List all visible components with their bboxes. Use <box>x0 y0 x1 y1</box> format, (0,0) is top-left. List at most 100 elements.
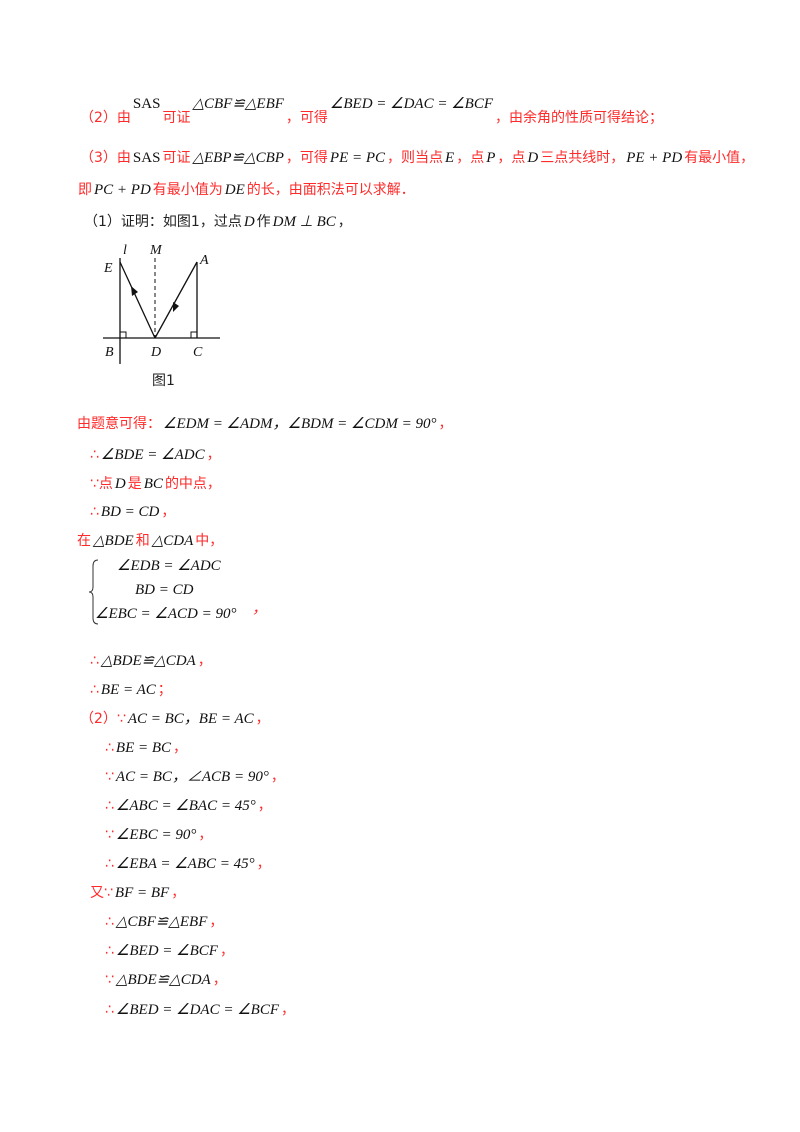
math-expression: PE + PD <box>626 150 683 166</box>
text-segment: ∴ <box>90 682 99 698</box>
text-segment: ∴ <box>105 914 114 930</box>
line-ad <box>154 261 198 339</box>
text-line: （2）由SAS可证△CBF≌△EBF，可得∠BED = ∠DAC = ∠BCF，… <box>80 96 663 128</box>
text-line: 又∵ BF = BF， <box>90 883 185 903</box>
math-expression: △BDE≌△CDA <box>115 972 211 988</box>
text-line: ∵ AC = BC，∠ACB = 90°， <box>105 767 285 787</box>
text-segment: ， <box>281 1002 295 1018</box>
text-segment: ，点 <box>456 150 485 166</box>
math-expression: DE <box>224 182 245 198</box>
text-line: ∴ ∠BDE = ∠ADC， <box>90 445 221 465</box>
text-segment: ∴ <box>90 653 99 669</box>
text-segment: ∴ <box>105 1002 114 1018</box>
text-segment: ∵点 <box>90 476 113 492</box>
text-line: ∴ △BDE≌△CDA， <box>90 651 212 671</box>
text-line: ∵ ∠EBC = 90°， <box>105 825 212 845</box>
text-line: ∴ BD = CD， <box>90 502 175 522</box>
text-segment: 的长，由面积法可以求解． <box>246 182 415 198</box>
text-segment: ， <box>219 943 234 959</box>
math-expression: DM ⊥ BC <box>272 214 336 230</box>
math-expression: △EBP≌△CBP <box>192 150 284 166</box>
text-segment: 由题意可得： <box>77 416 161 432</box>
figure-caption: 图1 <box>152 373 175 389</box>
text-line: ∴ ∠EBA = ∠ABC = 45°， <box>105 854 271 874</box>
math-expression: E <box>445 150 455 166</box>
text-segment: ，由余角的性质可得结论； <box>495 110 663 126</box>
text-line: ∴ BE = BC， <box>105 738 187 758</box>
label-b: B <box>105 345 114 360</box>
text-segment: 有最小值为 <box>152 182 223 198</box>
text-segment: ， <box>438 416 453 432</box>
math-expression: △BDE <box>93 533 134 549</box>
math-expression: SAS <box>132 96 161 112</box>
text-segment: ∴ <box>90 447 99 463</box>
math-expression: ∠EBA = ∠ABC = 45° <box>115 856 255 872</box>
math-expression: BE = AC <box>100 682 156 698</box>
math-expression: △BDE≌△CDA <box>100 653 196 669</box>
system-comma: ， <box>252 601 268 617</box>
text-segment: ， <box>270 769 285 785</box>
text-line: ∵点 D 是 BC 的中点， <box>90 474 221 494</box>
math-expression: ∠EBC = 90° <box>115 827 197 843</box>
math-expression: BC <box>143 476 163 492</box>
text-segment: ，则当点 <box>387 150 444 166</box>
math-expression: D <box>527 150 539 166</box>
system-eq-2: BD = CD <box>135 582 194 598</box>
math-expression: SAS <box>132 150 161 166</box>
text-line: ∴ ∠BED = ∠BCF， <box>105 941 234 961</box>
text-segment: ， <box>173 740 188 756</box>
math-expression: ∠BED = ∠DAC = ∠BCF <box>329 96 493 112</box>
right-angle-c <box>190 331 197 338</box>
math-expression: ∠BED = ∠DAC = ∠BCF <box>115 1002 279 1018</box>
math-expression: PE = PC <box>329 150 386 166</box>
text-segment: 在 <box>77 533 91 549</box>
math-expression: AC = BC，∠ACB = 90° <box>115 769 269 785</box>
text-segment: 可证 <box>162 110 191 126</box>
text-segment: ∴ <box>105 943 114 959</box>
label-c: C <box>193 345 203 360</box>
text-segment: ∵ <box>105 769 114 785</box>
math-expression: P <box>486 150 496 166</box>
label-l: l <box>123 243 127 258</box>
text-segment: （2）∵ <box>80 711 126 727</box>
text-line: ∵ △BDE≌△CDA， <box>105 970 227 990</box>
text-segment: ∴ <box>105 856 114 872</box>
text-segment: ∴ <box>105 798 114 814</box>
math-expression: ∠BDE = ∠ADC <box>100 447 205 463</box>
text-line: ∴ BE = AC； <box>90 680 172 700</box>
math-expression: ∠ABC = ∠BAC = 45° <box>115 798 256 814</box>
text-segment: ， <box>337 214 352 230</box>
text-segment: ， <box>197 653 212 669</box>
math-expression: △CBF≌△EBF <box>115 914 208 930</box>
text-line: ∴ ∠ABC = ∠BAC = 45°， <box>105 796 272 816</box>
text-segment: （3）由 <box>80 150 131 166</box>
text-line: （1）证明：如图1，过点 D 作 DM ⊥ BC， <box>84 212 352 232</box>
text-segment: 又∵ <box>90 885 113 901</box>
brace-icon <box>88 559 99 625</box>
text-segment: 的中点， <box>164 476 221 492</box>
text-line: 即 PC + PD 有最小值为 DE 的长，由面积法可以求解． <box>78 180 415 200</box>
text-segment: ， <box>206 447 221 463</box>
text-segment: ， <box>257 798 272 814</box>
math-expression: BD = CD <box>100 504 160 520</box>
text-segment: 作 <box>256 214 271 230</box>
text-segment: 三点共线时， <box>540 150 625 166</box>
text-segment: （2）由 <box>80 110 131 126</box>
text-segment: ，可得 <box>285 150 328 166</box>
text-line: 在 △BDE 和 △CDA 中， <box>77 531 223 551</box>
right-angle-b <box>120 331 127 338</box>
text-segment: ， <box>198 827 213 843</box>
text-segment: ； <box>157 682 172 698</box>
text-segment: 中， <box>195 533 224 549</box>
system-eq-3: ∠EBC = ∠ACD = 90° <box>95 606 237 622</box>
text-segment: ， <box>171 885 186 901</box>
text-segment: ， <box>256 856 271 872</box>
text-segment: ， <box>161 504 176 520</box>
text-segment: 有最小值， <box>684 150 755 166</box>
math-expression: BF = BF <box>114 885 170 901</box>
text-line: （3）由 SAS 可证 △EBP≌△CBP ，可得 PE = PC ，则当点 E ，点 P ，点 D 三… <box>80 148 754 168</box>
text-line: ∴ ∠BED = ∠DAC = ∠BCF， <box>105 1000 295 1020</box>
math-expression: △CDA <box>151 533 194 549</box>
text-segment: ∴ <box>90 504 99 520</box>
math-expression: AC = BC，BE = AC <box>127 711 254 727</box>
